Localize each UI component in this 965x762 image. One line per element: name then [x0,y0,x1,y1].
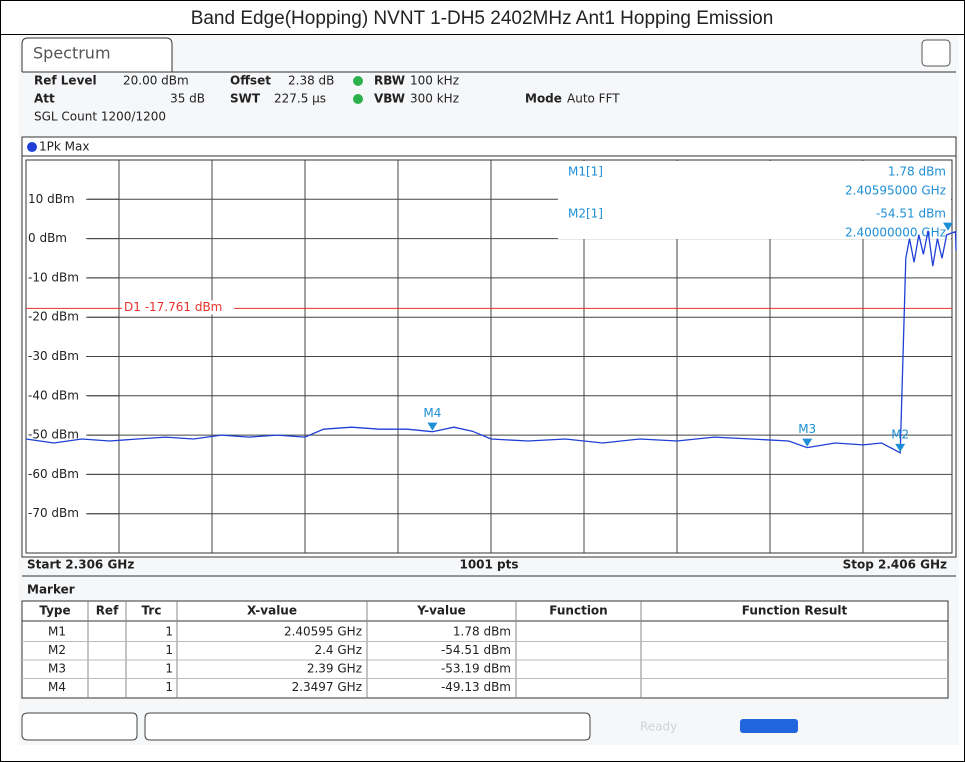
sgl-count: SGL Count 1200/1200 [34,110,166,124]
y-tick-label: -50 dBm [28,428,79,442]
setting-value: 20.00 dBm [123,74,189,88]
display-line-label: D1 -17.761 dBm [124,300,222,314]
status-dot [353,76,363,86]
marker-label: M4 [423,406,441,420]
cell-trc: 1 [165,643,173,657]
info-freq: 2.40000000 GHz [845,226,946,240]
table-header: Function Result [742,604,848,618]
label-bg [27,466,87,483]
tab-label: Spectrum [33,44,111,63]
marker-label: M2 [891,427,909,441]
cell-x: 2.39 GHz [307,662,362,676]
setting-value: 2.38 dB [288,74,334,88]
label-bg [27,387,87,404]
cell-trc: 1 [165,680,173,694]
status-box[interactable] [21,712,138,741]
marker [943,222,953,231]
cell-type: M1 [48,625,66,639]
label-bg [27,427,87,444]
trace-label: 1Pk Max [39,140,89,154]
cell-type: M4 [48,680,66,694]
status-dot [353,94,363,104]
table-header: Function [549,604,607,618]
setting-label: Offset [230,74,271,88]
setting-label: Att [34,92,55,106]
progress-icon [740,719,798,733]
info-value: -54.51 dBm [876,207,946,221]
table-header: Y-value [416,604,466,618]
marker [427,422,438,431]
trace [25,230,957,454]
table-header: Type [39,604,70,618]
y-tick-label: -20 dBm [28,310,79,324]
title: Band Edge(Hopping) NVNT 1-DH5 2402MHz An… [191,8,774,29]
cell-x: 2.40595 GHz [284,625,362,639]
y-tick-label: 0 dBm [28,231,67,245]
table-header: X-value [247,604,297,618]
trace-dot [27,142,37,152]
info-marker: M2[1] [568,207,603,221]
menu-button[interactable] [921,39,951,67]
cell-trc: 1 [165,625,173,639]
marker [802,438,813,447]
points-label: 1001 pts [459,558,518,572]
setting-label: SWT [230,92,261,106]
label-bg [27,348,87,365]
info-box [558,161,951,239]
cell-trc: 1 [165,662,173,676]
cell-x: 2.4 GHz [314,643,362,657]
setting-value: 227.5 µs [274,92,326,106]
info-value: 1.78 dBm [888,165,946,179]
setting-label: RBW [374,74,405,88]
cell-y: -49.13 dBm [441,680,511,694]
setting-value: Auto FFT [567,92,620,106]
y-tick-label: -30 dBm [28,349,79,363]
label-bg [27,269,87,286]
setting-value: 35 dB [170,92,205,106]
status-box[interactable] [144,712,591,741]
y-tick-label: -40 dBm [28,388,79,402]
setting-label: Mode [525,92,562,106]
y-tick-label: 10 dBm [28,192,75,206]
y-tick-label: -70 dBm [28,506,79,520]
cell-y: -53.19 dBm [441,662,511,676]
setting-label: VBW [374,92,405,106]
label-bg [122,300,234,315]
tab[interactable] [21,37,173,72]
cell-type: M2 [48,643,66,657]
table-title: Marker [27,583,75,597]
marker-label: M3 [798,422,816,436]
label-bg [27,191,87,208]
y-tick-label: -60 dBm [28,467,79,481]
cell-y: 1.78 dBm [453,625,511,639]
start-label: Start 2.306 GHz [27,558,134,572]
info-freq: 2.40595000 GHz [845,184,946,198]
cell-y: -54.51 dBm [441,643,511,657]
setting-value: 300 kHz [410,92,459,106]
cell-x: 2.3497 GHz [292,680,362,694]
table-header: Trc [142,604,162,618]
cell-type: M3 [48,662,66,676]
label-bg [27,309,87,326]
table-header: Ref [96,604,119,618]
y-tick-label: -10 dBm [28,270,79,284]
stop-label: Stop 2.406 GHz [843,558,947,572]
marker [895,443,906,452]
table-bg [21,600,949,699]
setting-label: Ref Level [34,74,97,88]
info-marker: M1[1] [568,165,603,179]
label-bg [27,505,87,522]
status-text: Ready [640,720,677,734]
setting-value: 100 kHz [410,74,459,88]
label-bg [27,230,87,247]
